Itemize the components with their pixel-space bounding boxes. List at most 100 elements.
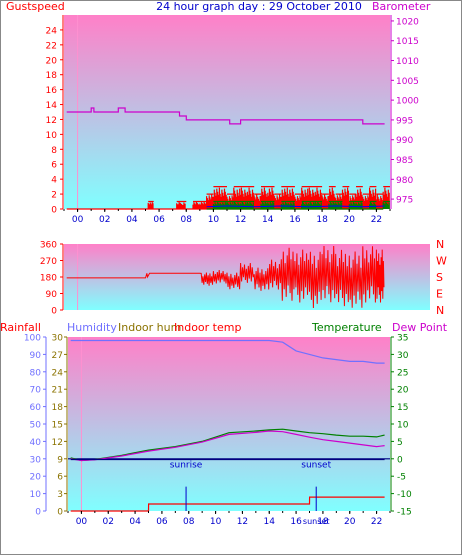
gustspeed-axis-title: Gustspeed <box>6 0 65 13</box>
barometer-tick-label: 1015 <box>396 37 419 47</box>
gustspeed-tick-label: 6 <box>51 161 57 171</box>
x-tick-label: 14 <box>262 215 274 225</box>
barometer-tick-label: 985 <box>396 156 413 166</box>
humidity-tick-label: 15 <box>52 421 63 431</box>
barometer-tick-label: 995 <box>396 116 413 126</box>
panel-1-series <box>66 107 390 210</box>
indoor-temp-axis-title: Indoor temp <box>174 321 241 334</box>
temperature-tick-label: 0 <box>397 455 403 465</box>
compass-label: W <box>436 255 447 268</box>
barometer-tick-label: 990 <box>396 136 413 146</box>
rainfall-tick-label: 40 <box>30 438 42 448</box>
temperature-tick-label: 20 <box>397 386 409 396</box>
x-tick-label: 14 <box>264 517 276 527</box>
humidity-tick-label: 9 <box>57 455 63 465</box>
x-tick-label: 02 <box>99 215 110 225</box>
rainfall-tick-label: 10 <box>30 490 42 500</box>
compass-label: N <box>436 238 444 251</box>
direction-tick-label: 270 <box>40 257 57 267</box>
x-tick-label: 12 <box>237 517 248 527</box>
humidity-line <box>70 339 385 364</box>
temperature-tick-label: 15 <box>397 403 408 413</box>
x-tick-label: 06 <box>153 215 165 225</box>
compass-label: N <box>436 304 444 317</box>
x-tick-label: 10 <box>208 215 220 225</box>
panel-3-background <box>68 337 390 511</box>
compass-label: E <box>436 288 443 301</box>
rainfall-tick-label: 80 <box>30 368 42 378</box>
panel-2-series <box>66 245 385 309</box>
humidity-axis-title: Humidity <box>67 321 117 334</box>
humidity-tick-label: 6 <box>57 473 63 483</box>
humidity-tick-label: 24 <box>52 368 64 378</box>
x-tick-label: 04 <box>126 215 138 225</box>
panel-1-x-axis: 00 02 04 06 08 10 12 14 16 18 20 22 <box>63 209 391 225</box>
x-tick-label: 08 <box>183 517 195 527</box>
x-tick-label: 08 <box>181 215 193 225</box>
compass-label: S <box>436 271 443 284</box>
gustspeed-tick-label: 2 <box>51 191 57 201</box>
direction-tick-label: 180 <box>40 274 57 284</box>
direction-degree-axis: 0 90 180 270 360 <box>40 241 64 317</box>
temperature-tick-label: 30 <box>397 351 409 361</box>
temperature-tick-label: -5 <box>397 473 406 483</box>
direction-tick-label: 360 <box>40 241 57 251</box>
humidity-tick-label: 3 <box>57 490 63 500</box>
sunset-tick-label: sunset <box>303 517 330 526</box>
barometer-axis: 975 980 985 990 995 1000 1005 1010 1015 1020 <box>390 15 419 209</box>
rainfall-axis-title: Rainfall <box>0 321 41 334</box>
humidity-tick-label: 0 <box>57 508 63 518</box>
temperature-tick-label: 10 <box>397 421 409 431</box>
gustspeed-tick-label: 0 <box>51 206 57 216</box>
x-tick-label: 16 <box>290 517 302 527</box>
x-tick-label: 02 <box>103 517 114 527</box>
humidity-tick-label: 30 <box>52 334 64 344</box>
rainfall-tick-label: 90 <box>30 351 42 361</box>
x-tick-label: 00 <box>72 215 84 225</box>
rainfall-tick-label: 0 <box>35 508 41 518</box>
gustspeed-tick-label: 10 <box>46 131 58 141</box>
panel-3-grid <box>68 337 390 511</box>
x-tick-label: 00 <box>76 517 88 527</box>
panel-3-x-axis: 00 02 04 06 08 10 12 14 16 18 20 22 sunset <box>67 511 391 527</box>
rainfall-axis: 0 10 20 30 40 50 60 70 80 90 100 <box>24 334 47 518</box>
x-tick-label: 20 <box>344 215 356 225</box>
humidity-tick-label: 12 <box>52 438 63 448</box>
dew-point-line <box>70 430 385 462</box>
humidity-tick-label: 21 <box>52 386 63 396</box>
direction-tick-label: 0 <box>51 307 57 317</box>
x-tick-label: 06 <box>156 517 168 527</box>
gustspeed-tick-label: 20 <box>46 56 58 66</box>
indoor-hum-axis-title: Indoor hum <box>118 321 181 334</box>
rainfall-tick-label: 50 <box>30 421 42 431</box>
temperature-line <box>70 428 385 462</box>
barometer-tick-label: 1020 <box>396 17 419 27</box>
barometer-tick-label: 975 <box>396 196 413 206</box>
humidity-axis: 0 3 6 9 12 15 18 21 24 27 30 <box>52 334 68 518</box>
gustspeed-tick-label: 4 <box>51 176 57 186</box>
temperature-tick-label: 25 <box>397 368 408 378</box>
x-tick-label: 10 <box>210 517 222 527</box>
gustspeed-tick-label: 22 <box>46 41 57 51</box>
rainfall-tick-label: 20 <box>30 473 42 483</box>
barometer-tick-label: 1005 <box>396 77 419 87</box>
barometer-axis-title: Barometer <box>372 0 431 13</box>
x-tick-label: 12 <box>235 215 246 225</box>
dew-point-axis: -15 -10 -5 0 5 10 15 20 25 30 35 <box>390 334 412 518</box>
gustspeed-tick-label: 12 <box>46 116 57 126</box>
gustspeed-tick-label: 8 <box>51 146 57 156</box>
rainfall-tick-label: 30 <box>30 455 42 465</box>
wind-direction-line <box>66 245 385 309</box>
temperature-tick-label: 5 <box>397 438 403 448</box>
barometer-tick-label: 1000 <box>396 97 419 107</box>
barometer-line <box>66 107 385 125</box>
dew-point-axis-title: Dew Point <box>392 321 448 334</box>
x-tick-label: 18 <box>317 517 329 527</box>
x-tick-label: 22 <box>371 215 382 225</box>
barometer-tick-label: 1010 <box>396 57 419 67</box>
